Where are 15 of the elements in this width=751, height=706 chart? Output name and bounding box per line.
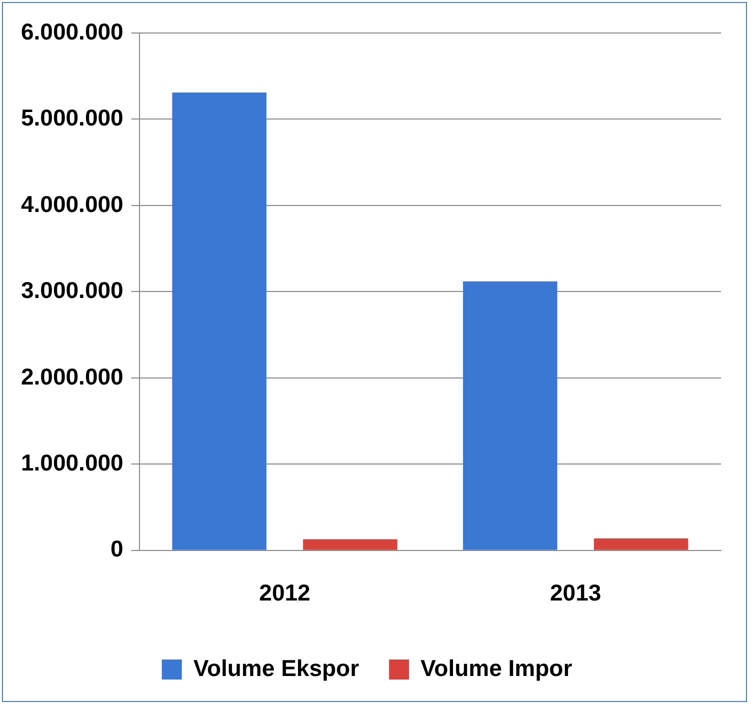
x-tick-label: 2012 [259,580,310,606]
y-tick-label: 2.000.000 [20,363,124,390]
bar [172,92,266,550]
bar [594,538,688,550]
y-tick-label: 3.000.000 [20,277,124,304]
bar [303,539,398,550]
y-tick-label: 1.000.000 [20,450,124,476]
legend-label: Volume Impor [420,654,572,681]
x-tick-label: 2013 [550,580,602,606]
y-tick-label: 5.000.000 [20,104,124,131]
bar [463,281,558,550]
legend-label: Volume Ekspor [193,654,360,681]
y-tick-label: 0 [110,536,124,562]
y-tick-label: 6.000.000 [20,18,124,44]
y-tick-label: 4.000.000 [20,190,124,217]
